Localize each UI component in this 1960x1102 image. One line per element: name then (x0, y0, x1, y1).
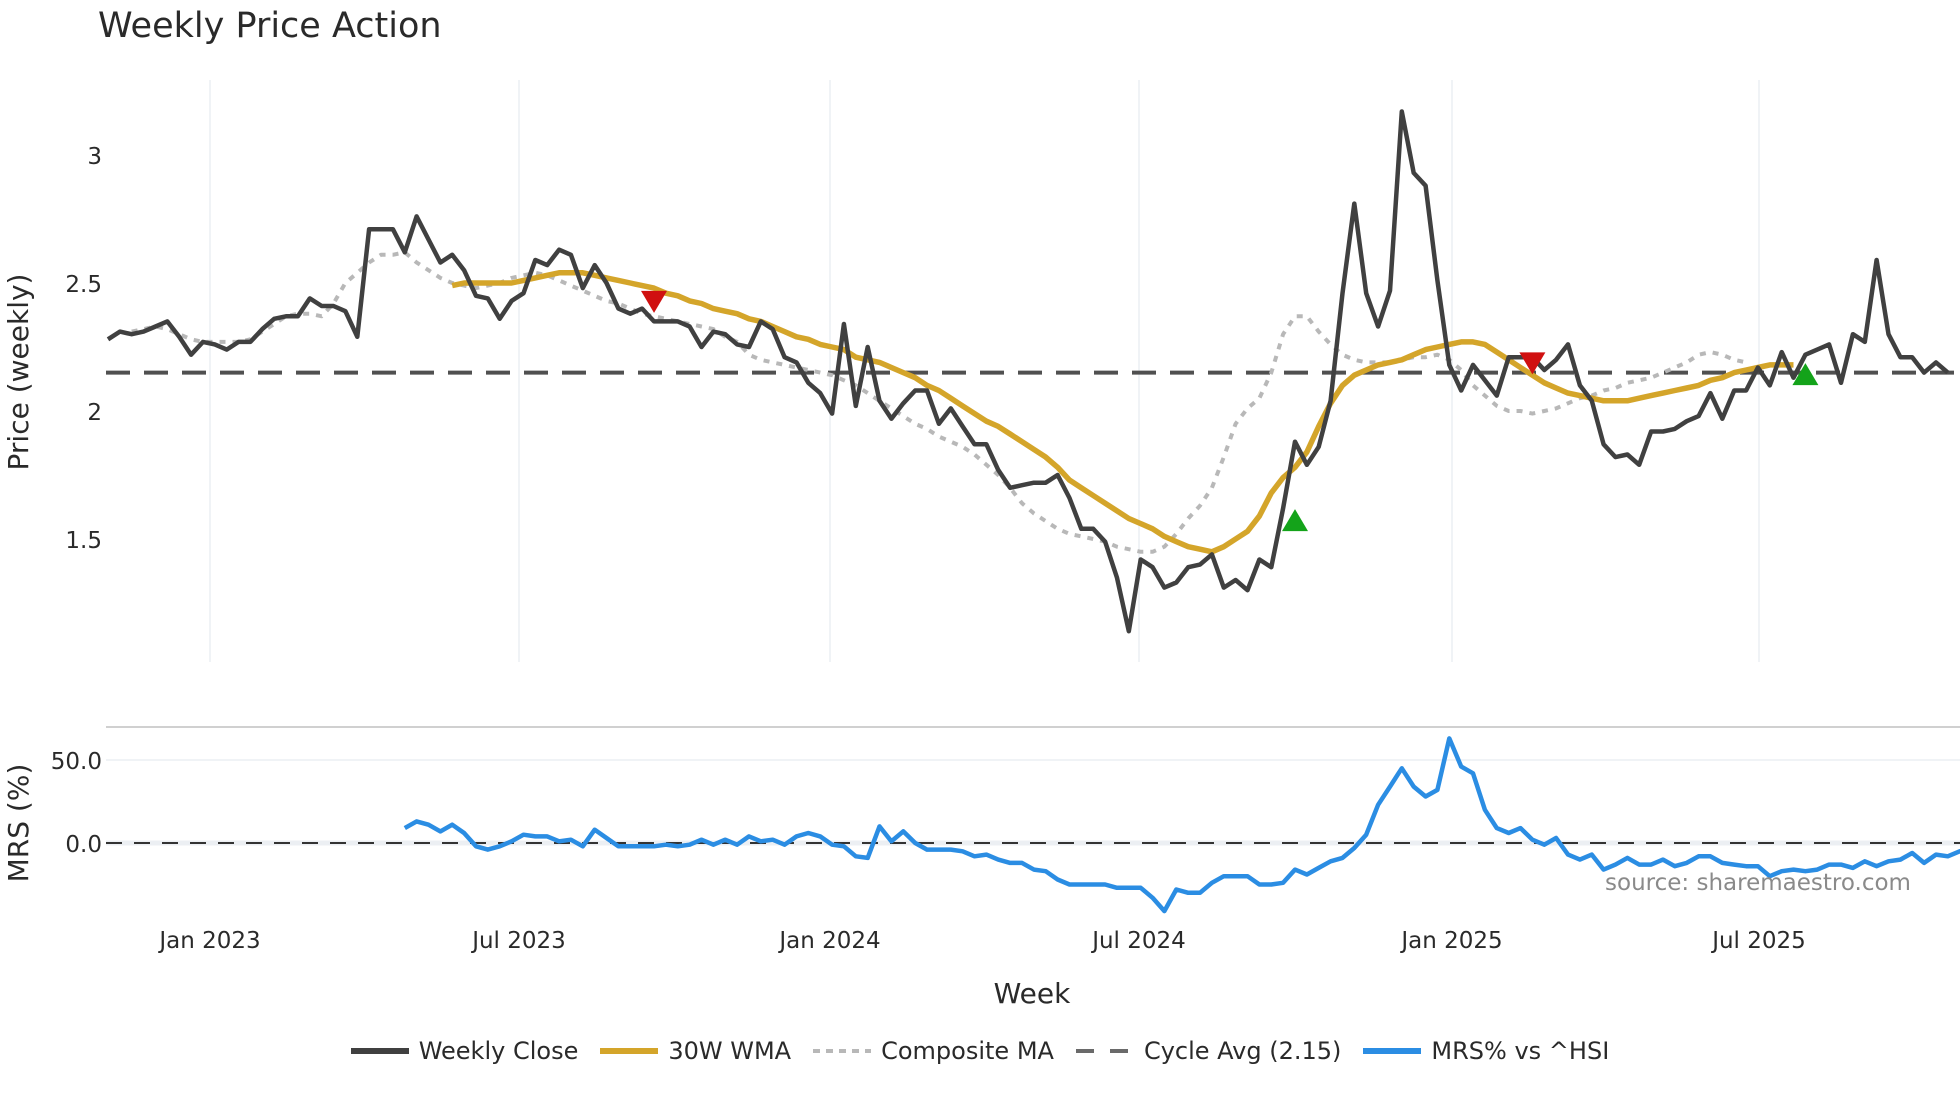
dotted-line-icon (813, 1049, 872, 1053)
price-tick-1-5: 1.5 (65, 528, 102, 554)
mrs-line (403, 736, 1960, 914)
solid-line-icon (350, 1048, 409, 1054)
solid-line-icon (1363, 1048, 1422, 1054)
legend: Weekly Close 30W WMA Composite MA Cycle … (0, 1037, 1960, 1065)
sell-signal-triangle-down-icon (641, 290, 668, 313)
legend-label: 30W WMA (668, 1037, 792, 1065)
price-tick-3: 3 (87, 144, 102, 170)
legend-item-cycle-avg[interactable]: Cycle Avg (2.15) (1075, 1037, 1342, 1065)
sell-signal-triangle-down-icon (1519, 352, 1546, 375)
legend-label: Cycle Avg (2.15) (1143, 1037, 1342, 1065)
composite-ma-line (131, 250, 1747, 554)
legend-item-30w-wma[interactable]: 30W WMA (600, 1037, 791, 1065)
mrs-tick-0: 0.0 (65, 832, 102, 858)
weekly-close-line (106, 109, 1950, 634)
legend-label: Weekly Close (418, 1037, 579, 1065)
legend-item-weekly-close[interactable]: Weekly Close (350, 1037, 579, 1065)
gridlines (106, 80, 1960, 846)
chart-title: Weekly Price Action (98, 6, 442, 46)
axes: Price (weekly) MRS (%) Week 3 2.5 2 1.5 … (2, 144, 1911, 1010)
buy-signal-triangle-up-icon (1792, 363, 1819, 386)
price-tick-2-5: 2.5 (65, 272, 102, 298)
x-tick-jan-2023: Jan 2023 (157, 928, 260, 954)
mrs-y-axis-title: MRS (%) (2, 764, 35, 883)
x-tick-jul-2025: Jul 2025 (1710, 928, 1806, 954)
mrs-tick-50: 50.0 (51, 749, 102, 775)
legend-item-composite-ma[interactable]: Composite MA (813, 1037, 1054, 1065)
dashed-line-icon (1075, 1049, 1134, 1053)
wma-30w-line (451, 270, 1794, 555)
source-annotation: source: sharemaestro.com (1605, 870, 1911, 896)
legend-label: Composite MA (881, 1037, 1054, 1065)
x-tick-jan-2025: Jan 2025 (1399, 928, 1502, 954)
x-tick-jul-2023: Jul 2023 (470, 928, 566, 954)
mrs-panel (106, 736, 1960, 914)
x-tick-jan-2024: Jan 2024 (777, 928, 880, 954)
solid-line-icon (600, 1048, 659, 1054)
buy-signal-triangle-up-icon (1282, 509, 1308, 532)
price-y-axis-title: Price (weekly) (2, 274, 35, 471)
legend-item-mrs[interactable]: MRS% vs ^HSI (1363, 1037, 1609, 1065)
x-axis-title: Week (994, 977, 1071, 1010)
price-panel (106, 109, 1960, 634)
price-tick-2: 2 (87, 400, 102, 426)
x-tick-jul-2024: Jul 2024 (1090, 928, 1186, 954)
legend-label: MRS% vs ^HSI (1431, 1037, 1610, 1065)
